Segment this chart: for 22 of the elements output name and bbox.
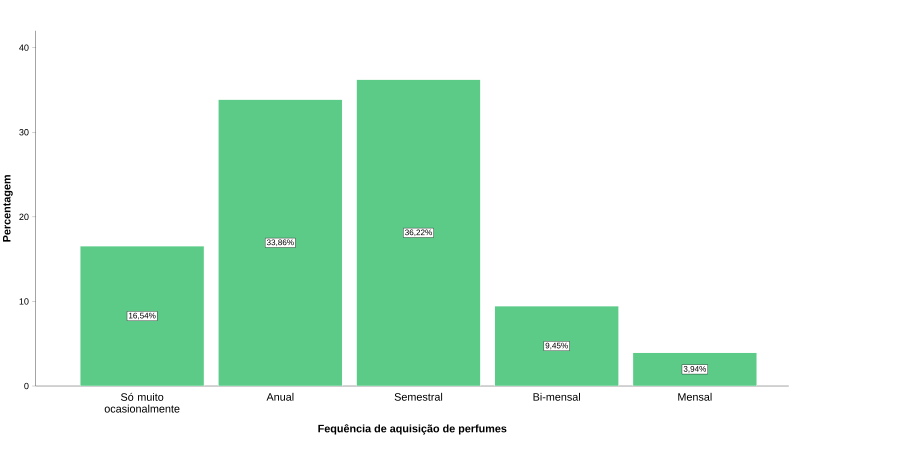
y-axis-title: Percentagem xyxy=(3,174,13,242)
y-tick-label: 0 xyxy=(24,382,29,389)
x-tick-label: Mensal xyxy=(678,392,712,401)
y-tick-label: 30 xyxy=(19,128,29,136)
bar xyxy=(218,99,342,386)
x-tick-label: Anual xyxy=(266,392,294,401)
y-tick-label: 20 xyxy=(19,213,29,220)
x-tick-label: Bi-mensal xyxy=(534,392,580,401)
y-tick-label: 40 xyxy=(19,44,29,51)
data-label: 9,45% xyxy=(546,342,568,350)
data-label: 3,94% xyxy=(684,366,706,372)
x-tick-label: Semestral xyxy=(394,392,442,401)
bar xyxy=(356,79,481,386)
x-tick-label: Só muito ocasionalmente xyxy=(104,392,180,412)
y-tick-label: 10 xyxy=(20,298,29,304)
data-label: 33,86% xyxy=(266,239,294,246)
x-axis-title: Fequência de aquisição de perfumes xyxy=(318,424,506,434)
data-label: 36,22% xyxy=(405,229,432,236)
data-label: 16,54% xyxy=(129,312,156,320)
bar xyxy=(494,306,619,386)
bar xyxy=(80,246,204,386)
bar xyxy=(632,352,757,386)
